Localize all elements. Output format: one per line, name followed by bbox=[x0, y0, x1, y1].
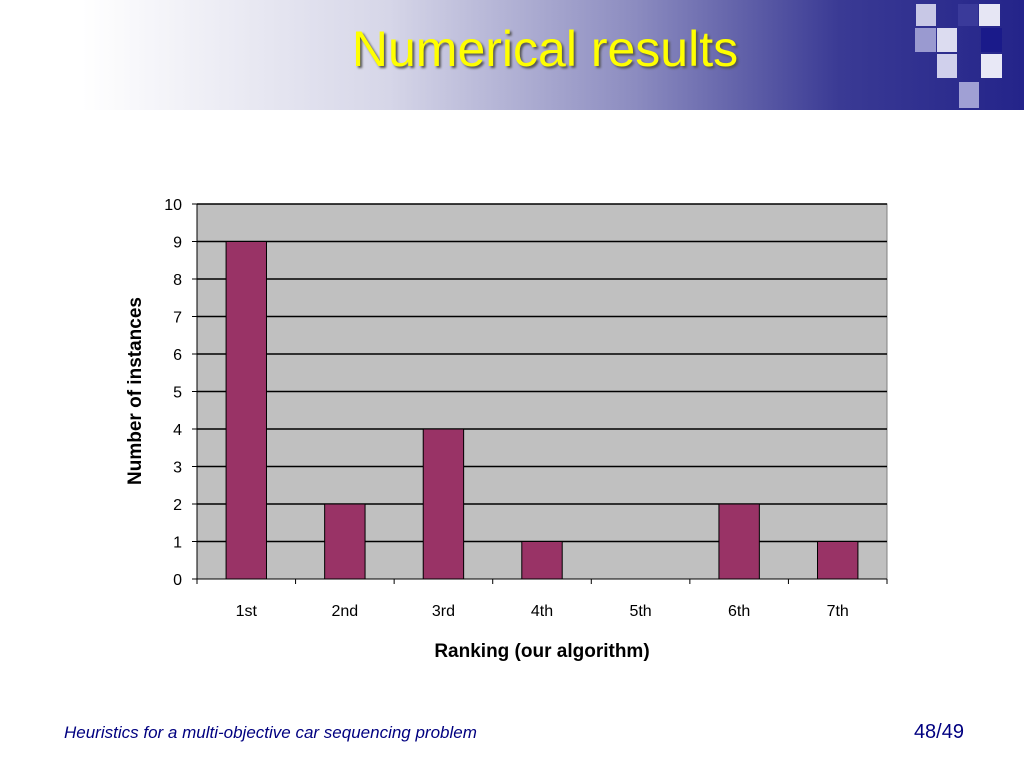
x-ticks: 1st 2nd 3rd 4th 5th 6th 7th bbox=[196, 579, 888, 620]
gridlines bbox=[197, 203, 887, 543]
title-banner bbox=[0, 0, 1024, 110]
y-tick-label: 3 bbox=[173, 460, 182, 477]
y-tick-label: 0 bbox=[173, 572, 182, 589]
x-tick-label: 5th bbox=[629, 603, 651, 620]
decorative-square bbox=[958, 4, 978, 26]
bar-1st bbox=[225, 241, 267, 580]
decorative-square bbox=[915, 28, 936, 52]
y-tick-label: 4 bbox=[173, 422, 182, 439]
y-tick-label: 6 bbox=[173, 347, 182, 364]
decorative-square bbox=[937, 28, 957, 52]
page-number: 48/49 bbox=[913, 721, 964, 743]
bar-7th bbox=[817, 541, 859, 580]
bar-6th bbox=[718, 503, 760, 580]
bars bbox=[225, 241, 859, 580]
y-tick-label: 9 bbox=[173, 235, 182, 252]
x-axis-title: Ranking (our algorithm) bbox=[434, 641, 649, 662]
y-tick-label: 1 bbox=[173, 535, 182, 552]
decorative-square bbox=[981, 28, 1002, 52]
bar-3rd bbox=[422, 428, 465, 580]
y-tick-label: 7 bbox=[173, 310, 182, 327]
x-tick-label: 7th bbox=[827, 603, 849, 620]
x-tick-label: 6th bbox=[728, 603, 750, 620]
x-tick-label: 1st bbox=[236, 603, 258, 620]
bar-4th bbox=[521, 541, 563, 580]
slide-title: Numerical results bbox=[351, 21, 739, 77]
decorative-square bbox=[916, 4, 936, 26]
decorative-square bbox=[959, 82, 979, 108]
y-tick-label: 2 bbox=[173, 497, 182, 514]
decorative-square bbox=[979, 4, 1000, 26]
x-tick-label: 4th bbox=[531, 603, 553, 620]
footer-text: Heuristics for a multi-objective car seq… bbox=[64, 723, 477, 742]
x-tick-label: 2nd bbox=[332, 603, 359, 620]
y-tick-label: 5 bbox=[173, 385, 182, 402]
y-ticks: 0 1 2 3 4 5 6 7 8 9 10 bbox=[164, 197, 197, 589]
decorative-square bbox=[981, 54, 1002, 78]
y-tick-label: 10 bbox=[164, 197, 182, 214]
bar-2nd bbox=[324, 503, 366, 580]
decorative-square bbox=[937, 54, 957, 78]
y-tick-label: 8 bbox=[173, 272, 182, 289]
x-tick-label: 3rd bbox=[432, 603, 455, 620]
y-axis-title: Number of instances bbox=[125, 297, 146, 485]
